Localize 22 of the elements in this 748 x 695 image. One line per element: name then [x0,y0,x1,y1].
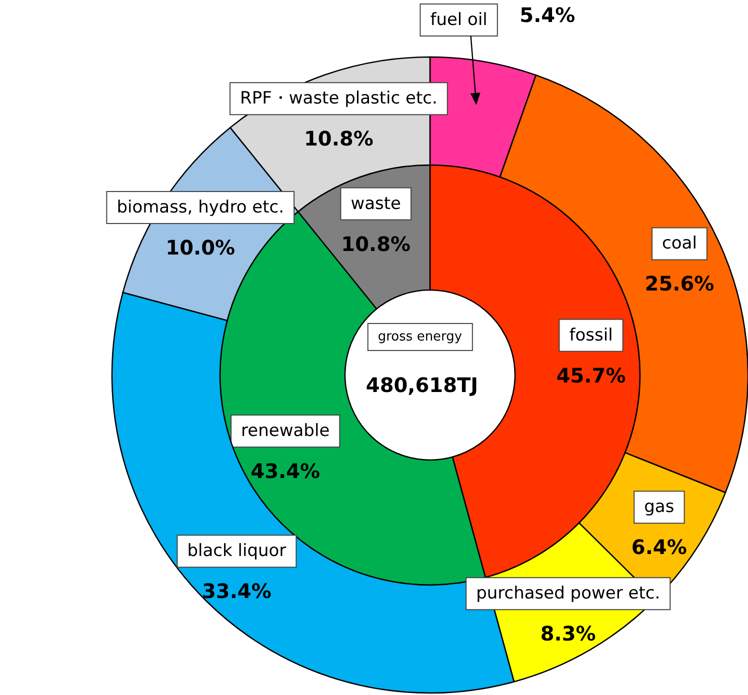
text: 480,618TJ [366,373,478,397]
data-label: 10.8% [341,232,411,256]
data-label: 5.4% [520,3,576,28]
data-label: 6.4% [631,535,687,560]
slice-label: gas [644,497,674,518]
text: gross energy [378,330,462,344]
slice-label: fossil [569,325,613,346]
slice-label: biomass, hydro etc. [116,198,284,218]
slice-label: purchased power etc. [476,584,660,604]
data-label: 43.4% [250,459,320,484]
slice-label: fuel oil [430,10,488,30]
slice-label: renewable [241,421,330,442]
data-label: 33.4% [202,579,272,604]
data-label: 25.6% [644,272,714,296]
slice-label: black liquor [187,541,286,562]
slice-label: RPF・waste plastic etc. [240,88,438,109]
data-label: 45.7% [556,363,626,388]
data-label: 8.3% [540,622,596,646]
slice-label: coal [662,234,697,254]
data-label: 10.8% [304,126,374,151]
slice-label: waste [350,194,402,214]
data-label: 10.0% [166,236,236,260]
